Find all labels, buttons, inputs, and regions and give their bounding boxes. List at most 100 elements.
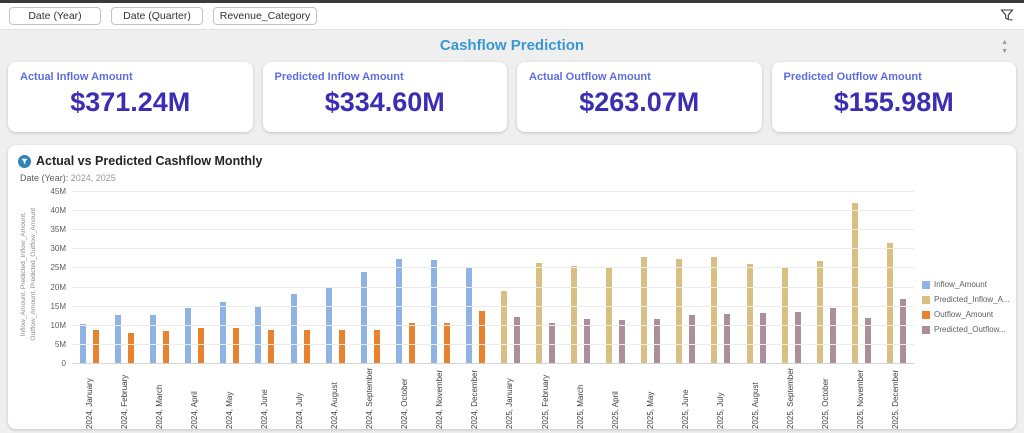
filter-button-revenue-category[interactable]: Revenue_Category xyxy=(213,7,317,25)
bar-Predicted_Inflow_Amount[interactable] xyxy=(851,203,858,364)
bar-Predicted_Outflow_Amount[interactable] xyxy=(794,312,801,364)
bar-group xyxy=(107,192,142,364)
x-label-cell: 2025, August xyxy=(738,367,773,429)
plot-wrap: 2024, January 2024, February 2024, March 20… xyxy=(72,191,914,429)
x-label-cell: 2024, April xyxy=(177,367,212,429)
filter-button-date-quarter[interactable]: Date (Quarter) xyxy=(111,7,203,25)
bar-Inflow_Amount[interactable] xyxy=(220,302,227,364)
y-tick-label: 40M xyxy=(50,206,66,216)
kpi-card-predicted-inflow[interactable]: Predicted Inflow Amount $334.60M xyxy=(262,62,507,132)
kpi-card-predicted-outflow[interactable]: Predicted Outflow Amount $155.98M xyxy=(771,62,1016,132)
bar-Predicted_Inflow_Amount[interactable] xyxy=(746,264,753,364)
x-axis-label: 2024, December xyxy=(470,369,480,429)
bar-Predicted_Outflow_Amount[interactable] xyxy=(654,318,661,364)
x-label-cell: 2024, October xyxy=(388,367,423,429)
bar-group xyxy=(493,192,528,364)
bar-Inflow_Amount[interactable] xyxy=(395,258,402,364)
bar-Predicted_Inflow_Amount[interactable] xyxy=(571,265,578,364)
chart-filter-note-value: 2024, 2025 xyxy=(70,173,116,183)
x-axis-label: 2025, November xyxy=(856,369,866,429)
bar-Outflow_Amount[interactable] xyxy=(478,310,485,364)
legend-item-predicted-outflow[interactable]: Predicted_Outflow... xyxy=(922,325,1006,334)
bar-group xyxy=(738,192,773,364)
bar-Predicted_Inflow_Amount[interactable] xyxy=(641,256,648,364)
chart-filter-badge-icon[interactable] xyxy=(18,154,31,168)
bar-Predicted_Outflow_Amount[interactable] xyxy=(829,308,836,364)
bar-Outflow_Amount[interactable] xyxy=(338,330,345,364)
bar-Predicted_Outflow_Amount[interactable] xyxy=(689,315,696,364)
bar-Predicted_Outflow_Amount[interactable] xyxy=(549,323,556,364)
bar-Predicted_Outflow_Amount[interactable] xyxy=(513,316,520,364)
y-tick-label: 20M xyxy=(50,282,66,292)
bar-Predicted_Outflow_Amount[interactable] xyxy=(864,317,871,364)
bar-group xyxy=(458,192,493,364)
bar-group xyxy=(212,192,247,364)
bar-Outflow_Amount[interactable] xyxy=(163,330,170,364)
bar-Inflow_Amount[interactable] xyxy=(430,260,437,364)
legend-item-outflow[interactable]: Outflow_Amount xyxy=(922,310,1006,319)
kpi-card-actual-outflow[interactable]: Actual Outflow Amount $263.07M xyxy=(517,62,762,132)
gridline xyxy=(72,229,914,231)
bar-Predicted_Inflow_Amount[interactable] xyxy=(781,268,788,364)
x-label-cell: 2025, February xyxy=(528,367,563,429)
x-label-cell: 2025, November xyxy=(844,367,879,429)
bar-Inflow_Amount[interactable] xyxy=(465,267,472,364)
bar-Inflow_Amount[interactable] xyxy=(80,323,87,364)
bar-Inflow_Amount[interactable] xyxy=(255,305,262,364)
x-axis-label: 2024, June xyxy=(259,389,269,429)
bar-Inflow_Amount[interactable] xyxy=(185,307,192,364)
kpi-value: $371.24M xyxy=(70,87,191,117)
bar-Inflow_Amount[interactable] xyxy=(150,315,157,364)
bar-Inflow_Amount[interactable] xyxy=(290,293,297,364)
x-axis-label: 2024, February xyxy=(119,374,129,429)
bars-row xyxy=(72,192,914,364)
bar-Predicted_Outflow_Amount[interactable] xyxy=(759,313,766,364)
bar-group xyxy=(282,192,317,364)
bar-Predicted_Outflow_Amount[interactable] xyxy=(619,320,626,364)
x-label-cell: 2025, January xyxy=(493,367,528,429)
bar-Predicted_Outflow_Amount[interactable] xyxy=(899,298,906,364)
y-tick-label: 45M xyxy=(50,187,66,196)
bar-Outflow_Amount[interactable] xyxy=(373,329,380,364)
bar-Outflow_Amount[interactable] xyxy=(268,329,275,364)
bar-Outflow_Amount[interactable] xyxy=(443,322,450,364)
bar-Predicted_Outflow_Amount[interactable] xyxy=(584,318,591,364)
bar-group xyxy=(809,192,844,364)
scroll-up-icon[interactable]: ▲ xyxy=(1001,39,1008,46)
gridline xyxy=(72,210,914,212)
filter-button-date-year[interactable]: Date (Year) xyxy=(9,7,101,25)
bar-Predicted_Outflow_Amount[interactable] xyxy=(724,314,731,364)
bar-Outflow_Amount[interactable] xyxy=(303,329,310,364)
bar-Inflow_Amount[interactable] xyxy=(360,271,367,364)
bar-Predicted_Inflow_Amount[interactable] xyxy=(816,261,823,364)
bar-Inflow_Amount[interactable] xyxy=(115,315,122,364)
chart-panel-header: Actual vs Predicted Cashflow Monthly xyxy=(18,154,1006,168)
bar-Outflow_Amount[interactable] xyxy=(408,323,415,364)
bar-Inflow_Amount[interactable] xyxy=(325,287,332,364)
y-tick-label: 30M xyxy=(50,244,66,254)
bar-Predicted_Inflow_Amount[interactable] xyxy=(676,258,683,364)
gridline xyxy=(72,324,914,326)
filter-funnel-icon[interactable] xyxy=(1000,8,1014,27)
legend-item-inflow[interactable]: Inflow_Amount xyxy=(922,280,1006,289)
scroll-down-icon[interactable]: ▼ xyxy=(1001,48,1008,55)
legend-item-predicted-inflow[interactable]: Predicted_Inflow_A... xyxy=(922,295,1010,304)
x-axis-label: 2025, February xyxy=(540,374,550,429)
bar-Predicted_Inflow_Amount[interactable] xyxy=(606,267,613,364)
bar-Predicted_Inflow_Amount[interactable] xyxy=(500,291,507,364)
x-axis-label: 2025, December xyxy=(891,369,901,429)
bar-Outflow_Amount[interactable] xyxy=(93,330,100,364)
gridline xyxy=(72,286,914,288)
x-label-cell: 2025, September xyxy=(774,367,809,429)
bar-Outflow_Amount[interactable] xyxy=(128,333,135,364)
bar-group xyxy=(423,192,458,364)
bar-Outflow_Amount[interactable] xyxy=(233,328,240,364)
bar-Outflow_Amount[interactable] xyxy=(198,328,205,364)
bar-Predicted_Inflow_Amount[interactable] xyxy=(711,257,718,364)
x-axis-label: 2024, September xyxy=(365,367,375,429)
legend-swatch xyxy=(922,310,930,319)
x-label-cell: 2025, April xyxy=(598,367,633,429)
kpi-card-actual-inflow[interactable]: Actual Inflow Amount $371.24M xyxy=(8,62,253,132)
bar-Predicted_Inflow_Amount[interactable] xyxy=(886,243,893,364)
bar-Predicted_Inflow_Amount[interactable] xyxy=(536,262,543,364)
